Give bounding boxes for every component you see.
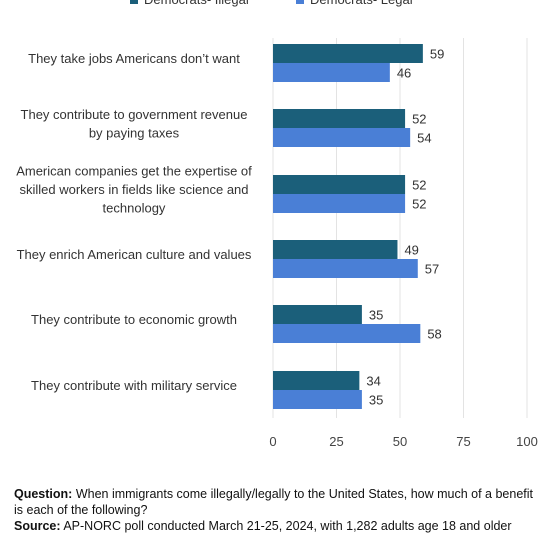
category-label-3: They enrich American culture and values <box>17 247 252 262</box>
category-label-line: technology <box>103 201 166 216</box>
x-tick-label-25: 25 <box>329 434 343 449</box>
category-label-1: They contribute to government revenue by … <box>21 107 248 141</box>
bar-legal-4 <box>273 324 421 343</box>
question-label: Question: <box>14 487 73 501</box>
legend-label-legal: Democrats- Legal <box>310 0 413 7</box>
source-text: AP-NORC poll conducted March 21-25, 2024… <box>63 519 512 533</box>
value-label-legal-0: 46 <box>397 66 411 81</box>
bar-legal-3 <box>273 259 418 278</box>
source-label: Source: <box>14 519 61 533</box>
bar-illegal-0 <box>273 44 423 63</box>
value-label-illegal-2: 52 <box>412 178 426 193</box>
value-label-legal-1: 54 <box>417 131 431 146</box>
value-label-illegal-5: 34 <box>366 374 380 389</box>
x-tick-label-100: 100 <box>516 434 538 449</box>
category-label-line: They contribute to government revenue <box>21 107 248 122</box>
x-tick-label-75: 75 <box>456 434 470 449</box>
x-tick-label-50: 50 <box>393 434 407 449</box>
x-axis: 0 25 50 75 100 <box>269 434 537 449</box>
category-label-line: American companies get the expertise of <box>16 164 252 179</box>
category-labels: They take jobs Americans don’t want They … <box>16 51 252 393</box>
legend-swatch-illegal <box>130 0 138 4</box>
bar-legal-5 <box>273 390 362 409</box>
bar-illegal-1 <box>273 109 406 128</box>
bar-chart: Democrats- IllegalDemocrats- Legal 59465… <box>16 0 538 449</box>
bar-illegal-5 <box>273 371 360 390</box>
value-label-illegal-3: 49 <box>404 243 418 258</box>
question-text: When immigrants come illegally/legally t… <box>14 487 533 517</box>
legend: Democrats- Illegal Democrats- Legal <box>130 0 413 7</box>
chart-notes: Question: When immigrants come illegally… <box>14 486 539 534</box>
category-label-line: They contribute with military service <box>31 378 237 393</box>
value-label-legal-5: 35 <box>369 393 383 408</box>
legend-swatch-legal <box>296 0 304 4</box>
category-label-line: They contribute to economic growth <box>31 312 237 327</box>
category-label-line: skilled workers in fields like science a… <box>19 182 248 197</box>
category-label-line: by paying taxes <box>89 125 180 140</box>
question-note: Question: When immigrants come illegally… <box>14 486 539 518</box>
value-label-illegal-0: 59 <box>430 47 444 62</box>
bar-legal-1 <box>273 128 411 147</box>
bar-legal-0 <box>273 63 390 82</box>
value-label-illegal-1: 52 <box>412 112 426 127</box>
value-label-legal-3: 57 <box>425 262 439 277</box>
legend-label-illegal: Democrats- Illegal <box>144 0 249 7</box>
value-label-legal-4: 58 <box>427 327 441 342</box>
category-label-5: They contribute with military service <box>31 378 237 393</box>
bars: 59 46 52 54 52 52 49 57 35 58 34 35 <box>273 44 444 409</box>
bar-illegal-4 <box>273 305 362 324</box>
category-label-line: They enrich American culture and values <box>17 247 252 262</box>
gridlines <box>272 38 528 418</box>
x-tick-label-0: 0 <box>269 434 276 449</box>
category-label-line: They take jobs Americans don’t want <box>28 51 240 66</box>
bar-illegal-2 <box>273 175 406 194</box>
category-label-2: American companies get the expertise of s… <box>16 164 252 216</box>
value-label-legal-2: 52 <box>412 197 426 212</box>
value-label-illegal-4: 35 <box>369 308 383 323</box>
category-label-0: They take jobs Americans don’t want <box>28 51 240 66</box>
bar-illegal-3 <box>273 240 398 259</box>
bar-legal-2 <box>273 194 406 213</box>
source-note: Source: AP-NORC poll conducted March 21-… <box>14 518 539 534</box>
category-label-4: They contribute to economic growth <box>31 312 237 327</box>
